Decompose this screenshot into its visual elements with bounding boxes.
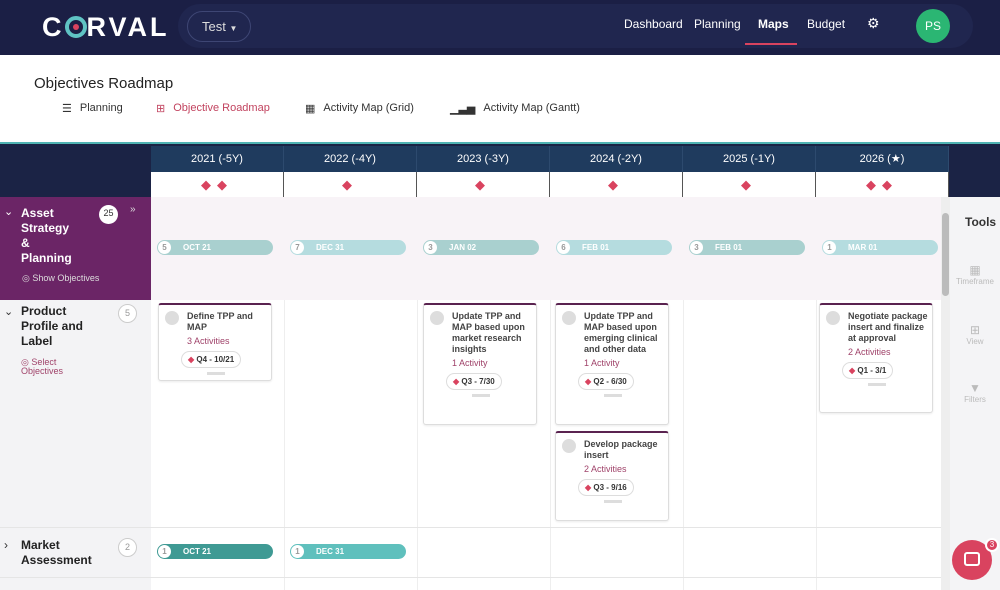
filter-icon: ▼ <box>969 381 981 395</box>
tab-objective-roadmap[interactable]: ⊞ Objective Roadmap <box>156 102 270 115</box>
drag-handle[interactable] <box>472 394 490 397</box>
scrollbar[interactable] <box>941 197 950 590</box>
avatar[interactable]: PS <box>916 9 950 43</box>
due-date-badge: Q4 - 10/21 <box>181 351 242 368</box>
objective-pill[interactable]: 3 JAN 02 <box>423 240 539 255</box>
divider <box>0 577 941 578</box>
year-header: 2026 (★) <box>816 146 949 172</box>
year-header: 2025 (-1Y) <box>683 146 816 172</box>
activities-link[interactable]: 2 Activities <box>848 347 891 357</box>
column-divider <box>417 300 418 590</box>
subheader <box>0 55 1000 142</box>
nav-planning[interactable]: Planning <box>694 17 741 31</box>
notification-badge: 3 <box>985 538 999 552</box>
drag-handle[interactable] <box>604 500 622 503</box>
milestone-diamonds[interactable]: ◆◆ <box>816 172 949 197</box>
grid-area <box>151 300 941 590</box>
scrollbar-thumb[interactable] <box>942 213 949 296</box>
year-header: 2022 (-4Y) <box>284 146 417 172</box>
map-icon: ⊞ <box>156 103 166 115</box>
milestone-diamonds[interactable]: ◆ <box>683 172 816 197</box>
group-asset-strategy: ⌄ Asset Strategy & Planning 25 » ◎ Show … <box>0 197 151 300</box>
column-divider <box>550 300 551 590</box>
table-icon: ⊞ <box>969 323 981 337</box>
year-header: 2024 (-2Y) <box>550 146 683 172</box>
chat-icon <box>964 552 980 566</box>
objective-status-icon <box>430 311 444 325</box>
year-header: 2021 (-5Y) <box>151 146 284 172</box>
due-date-badge: Q3 - 9/16 <box>578 479 634 496</box>
calendar-icon: ▦ <box>969 263 981 277</box>
nav-dashboard[interactable]: Dashboard <box>624 17 683 31</box>
chevron-right-icon[interactable]: › <box>4 538 8 552</box>
drag-handle[interactable] <box>207 372 225 375</box>
grid-icon: ▦ <box>305 103 316 115</box>
caret-down-icon: ▼ <box>229 24 238 33</box>
objective-pill[interactable]: 1 OCT 21 <box>157 544 273 559</box>
column-divider <box>816 300 817 590</box>
collapse-all-icon[interactable]: » <box>130 204 136 215</box>
show-objectives-link[interactable]: ◎ Show Objectives <box>22 273 100 283</box>
activities-link[interactable]: 2 Activities <box>584 464 627 474</box>
year-header: 2023 (-3Y) <box>417 146 550 172</box>
due-date-badge: Q1 - 3/1 <box>842 362 894 379</box>
page-title: Objectives Roadmap <box>34 75 174 92</box>
tools-panel: Tools ▦ Timeframe ⊞ View ▼ Filters <box>950 197 1000 590</box>
objective-status-icon <box>562 439 576 453</box>
column-divider <box>284 300 285 590</box>
count-badge: 2 <box>118 538 137 557</box>
tab-planning[interactable]: ☰ Planning <box>62 102 123 115</box>
nav-budget[interactable]: Budget <box>807 17 846 31</box>
nav-bar <box>178 4 973 48</box>
due-date-badge: Q2 - 6/30 <box>578 373 634 390</box>
active-indicator <box>745 43 797 45</box>
activities-link[interactable]: 3 Activities <box>187 336 230 346</box>
objective-pill[interactable]: 3 FEB 01 <box>689 240 805 255</box>
filters-tool[interactable]: ▼ Filters <box>950 381 1000 404</box>
objective-card[interactable]: Update TPP and MAP based upon market res… <box>423 303 537 425</box>
chevron-down-icon[interactable]: ⌄ <box>4 306 14 318</box>
objective-pill[interactable]: 7 DEC 31 <box>290 240 406 255</box>
logo[interactable]: C RVAL <box>42 12 170 42</box>
objective-card[interactable]: Negotiate package insert and finalize at… <box>819 303 933 413</box>
select-objectives-link[interactable]: ◎ Select Objectives <box>21 357 64 376</box>
activities-link[interactable]: 1 Activity <box>584 358 620 368</box>
objective-pill[interactable]: 5 OCT 21 <box>157 240 273 255</box>
drag-handle[interactable] <box>604 394 622 397</box>
timeframe-tool[interactable]: ▦ Timeframe <box>950 263 1000 286</box>
objective-pill[interactable]: 6 FEB 01 <box>556 240 672 255</box>
environment-select[interactable]: Test ▼ <box>187 11 251 42</box>
count-badge: 25 <box>99 205 118 224</box>
list-icon: ☰ <box>62 103 72 115</box>
due-date-badge: Q3 - 7/30 <box>446 373 502 390</box>
gear-icon[interactable]: ⚙ <box>867 15 880 31</box>
chevron-down-icon[interactable]: ⌄ <box>4 206 14 218</box>
bar-chart-icon: ▁▃▅ <box>450 103 476 115</box>
group-row-timeline <box>151 197 941 300</box>
count-badge: 5 <box>118 304 137 323</box>
objective-status-icon <box>826 311 840 325</box>
nav-maps[interactable]: Maps <box>758 17 789 31</box>
objective-pill[interactable]: 1 DEC 31 <box>290 544 406 559</box>
view-tool[interactable]: ⊞ View <box>950 323 1000 346</box>
objective-status-icon <box>165 311 179 325</box>
tab-activity-grid[interactable]: ▦ Activity Map (Grid) <box>305 102 414 115</box>
drag-handle[interactable] <box>868 383 886 386</box>
divider <box>0 527 941 528</box>
objective-card[interactable]: Update TPP and MAP based upon emerging c… <box>555 303 669 425</box>
objective-status-icon <box>562 311 576 325</box>
objective-pill[interactable]: 1 MAR 01 <box>822 240 938 255</box>
tab-activity-gantt[interactable]: ▁▃▅ Activity Map (Gantt) <box>450 102 580 115</box>
milestone-diamonds[interactable]: ◆ <box>284 172 417 197</box>
column-divider <box>683 300 684 590</box>
milestone-diamonds[interactable]: ◆ <box>417 172 550 197</box>
milestone-diamonds[interactable]: ◆ <box>550 172 683 197</box>
milestone-diamonds[interactable]: ◆◆ <box>151 172 284 197</box>
activities-link[interactable]: 1 Activity <box>452 358 488 368</box>
